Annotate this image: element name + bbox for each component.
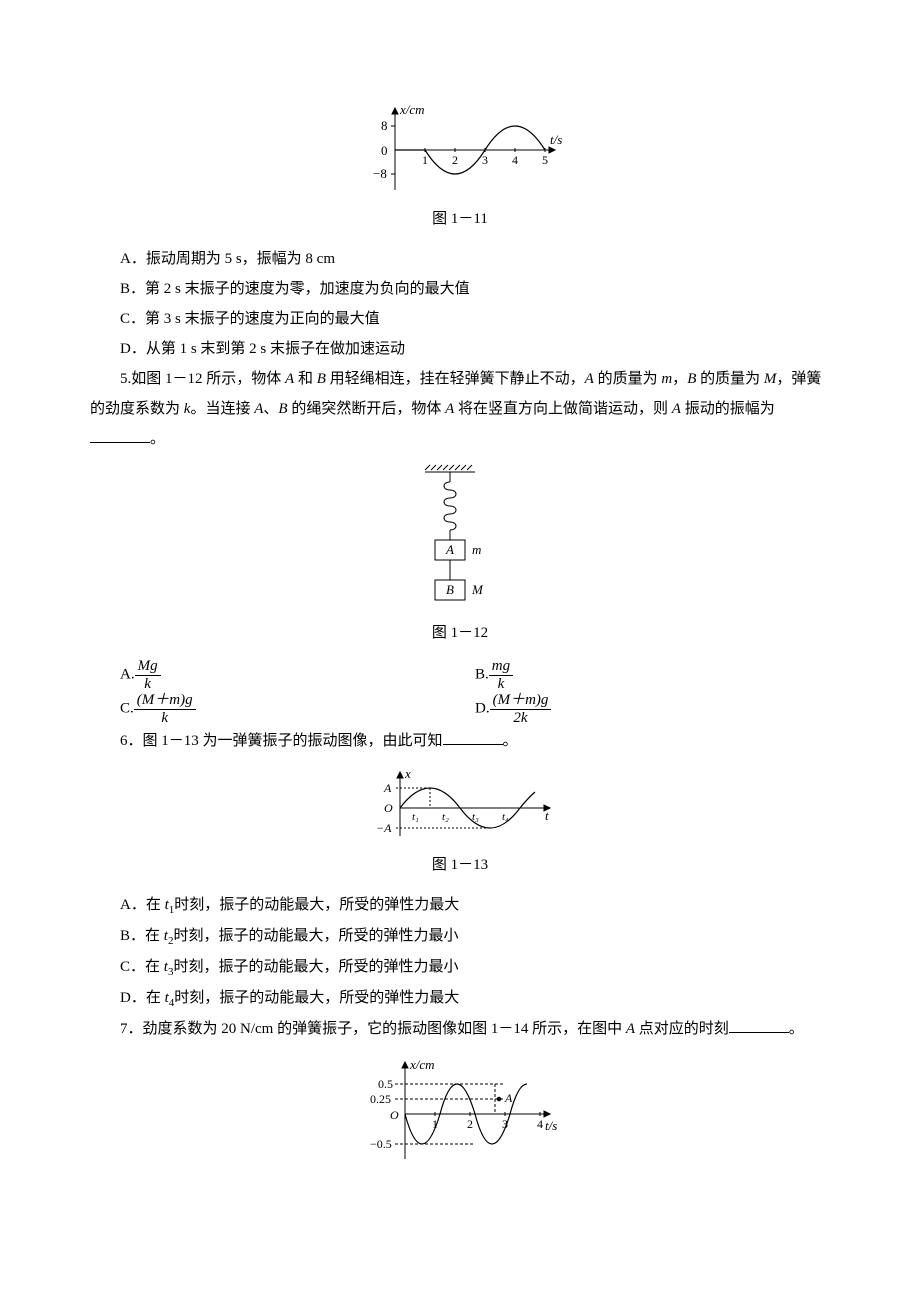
q5-option-d: D.(M＋m)g2k <box>475 692 830 726</box>
svg-text:x: x <box>404 766 411 781</box>
chart-1-13: x t A O −A t₁ t₂ t₃ t₄ <box>360 766 560 846</box>
q5-options-row1: A.Mgk B.mgk <box>120 658 830 692</box>
svg-text:t: t <box>545 808 549 823</box>
q5-option-b: B.mgk <box>475 658 830 692</box>
svg-text:−A: −A <box>376 821 392 835</box>
svg-text:t₂: t₂ <box>442 811 449 823</box>
figure-1-11-label: 图 1－11 <box>90 204 830 234</box>
figure-1-12: A m B M 图 1－12 <box>90 464 830 648</box>
diagram-1-12: A m B M <box>400 464 520 614</box>
q5-blank <box>90 428 150 443</box>
svg-text:t₁: t₁ <box>412 811 419 823</box>
figure-1-13: x t A O −A t₁ t₂ t₃ t₄ 图 1－13 <box>90 766 830 880</box>
figure-1-11: x/cm t/s 8 0 −8 1 2 3 4 5 图 1－11 <box>90 100 830 234</box>
svg-text:O: O <box>384 801 393 815</box>
q4-option-c: C．第 3 s 末振子的速度为正向的最大值 <box>120 304 830 334</box>
q6-option-d: D．在 t4时刻，振子的动能最大，所受的弹性力最大 <box>120 983 830 1014</box>
svg-text:−0.5: −0.5 <box>370 1137 392 1151</box>
q4-option-b: B．第 2 s 末振子的速度为零，加速度为负向的最大值 <box>120 274 830 304</box>
svg-text:2: 2 <box>452 153 458 167</box>
q6-option-c: C．在 t3时刻，振子的动能最大，所受的弹性力最小 <box>120 952 830 983</box>
q6-blank <box>443 730 503 745</box>
svg-text:m: m <box>472 542 481 557</box>
q5-text: 5.如图 1－12 所示，物体 A 和 B 用轻绳相连，挂在轻弹簧下静止不动，A… <box>90 364 830 454</box>
svg-text:x/cm: x/cm <box>399 102 425 117</box>
svg-text:3: 3 <box>482 153 488 167</box>
svg-text:M: M <box>471 582 484 597</box>
q7-text: 7．劲度系数为 20 N/cm 的弹簧振子，它的振动图像如图 1－14 所示，在… <box>90 1014 830 1044</box>
svg-text:t₃: t₃ <box>472 811 479 823</box>
q7-blank <box>729 1018 789 1033</box>
svg-text:A: A <box>504 1091 513 1105</box>
svg-text:4: 4 <box>512 153 518 167</box>
figure-1-12-label: 图 1－12 <box>90 618 830 648</box>
q5-option-c: C.(M＋m)gk <box>120 692 475 726</box>
svg-text:A: A <box>383 781 392 795</box>
svg-text:0: 0 <box>381 143 388 158</box>
svg-text:O: O <box>390 1108 399 1122</box>
q4-option-d: D．从第 1 s 末到第 2 s 末振子在做加速运动 <box>120 334 830 364</box>
svg-text:B: B <box>446 582 454 597</box>
svg-text:1: 1 <box>432 1117 438 1131</box>
svg-text:t/s: t/s <box>545 1118 557 1133</box>
svg-text:8: 8 <box>381 118 388 133</box>
svg-text:0.25: 0.25 <box>370 1092 391 1106</box>
figure-1-14: x/cm t/s 0.5 0.25 O −0.5 1 2 3 4 A <box>90 1054 830 1174</box>
chart-1-11: x/cm t/s 8 0 −8 1 2 3 4 5 <box>355 100 565 200</box>
q6-text: 6．图 1－13 为一弹簧振子的振动图像，由此可知。 <box>90 726 830 756</box>
svg-text:5: 5 <box>542 153 548 167</box>
chart-1-14: x/cm t/s 0.5 0.25 O −0.5 1 2 3 4 A <box>350 1054 570 1174</box>
svg-text:−8: −8 <box>373 166 387 181</box>
q6-option-a: A．在 t1时刻，振子的动能最大，所受的弹性力最大 <box>120 890 830 921</box>
svg-text:t₄: t₄ <box>502 811 509 823</box>
svg-text:A: A <box>445 542 454 557</box>
q5-option-a: A.Mgk <box>120 658 475 692</box>
svg-text:3: 3 <box>502 1117 508 1131</box>
q6-option-b: B．在 t2时刻，振子的动能最大，所受的弹性力最小 <box>120 921 830 952</box>
q4-option-a: A．振动周期为 5 s，振幅为 8 cm <box>120 244 830 274</box>
figure-1-13-label: 图 1－13 <box>90 850 830 880</box>
svg-text:1: 1 <box>422 153 428 167</box>
svg-text:4: 4 <box>537 1117 543 1131</box>
svg-text:t/s: t/s <box>550 132 562 147</box>
svg-text:2: 2 <box>467 1117 473 1131</box>
svg-text:0.5: 0.5 <box>378 1077 393 1091</box>
q5-options-row2: C.(M＋m)gk D.(M＋m)g2k <box>120 692 830 726</box>
svg-text:x/cm: x/cm <box>409 1057 435 1072</box>
